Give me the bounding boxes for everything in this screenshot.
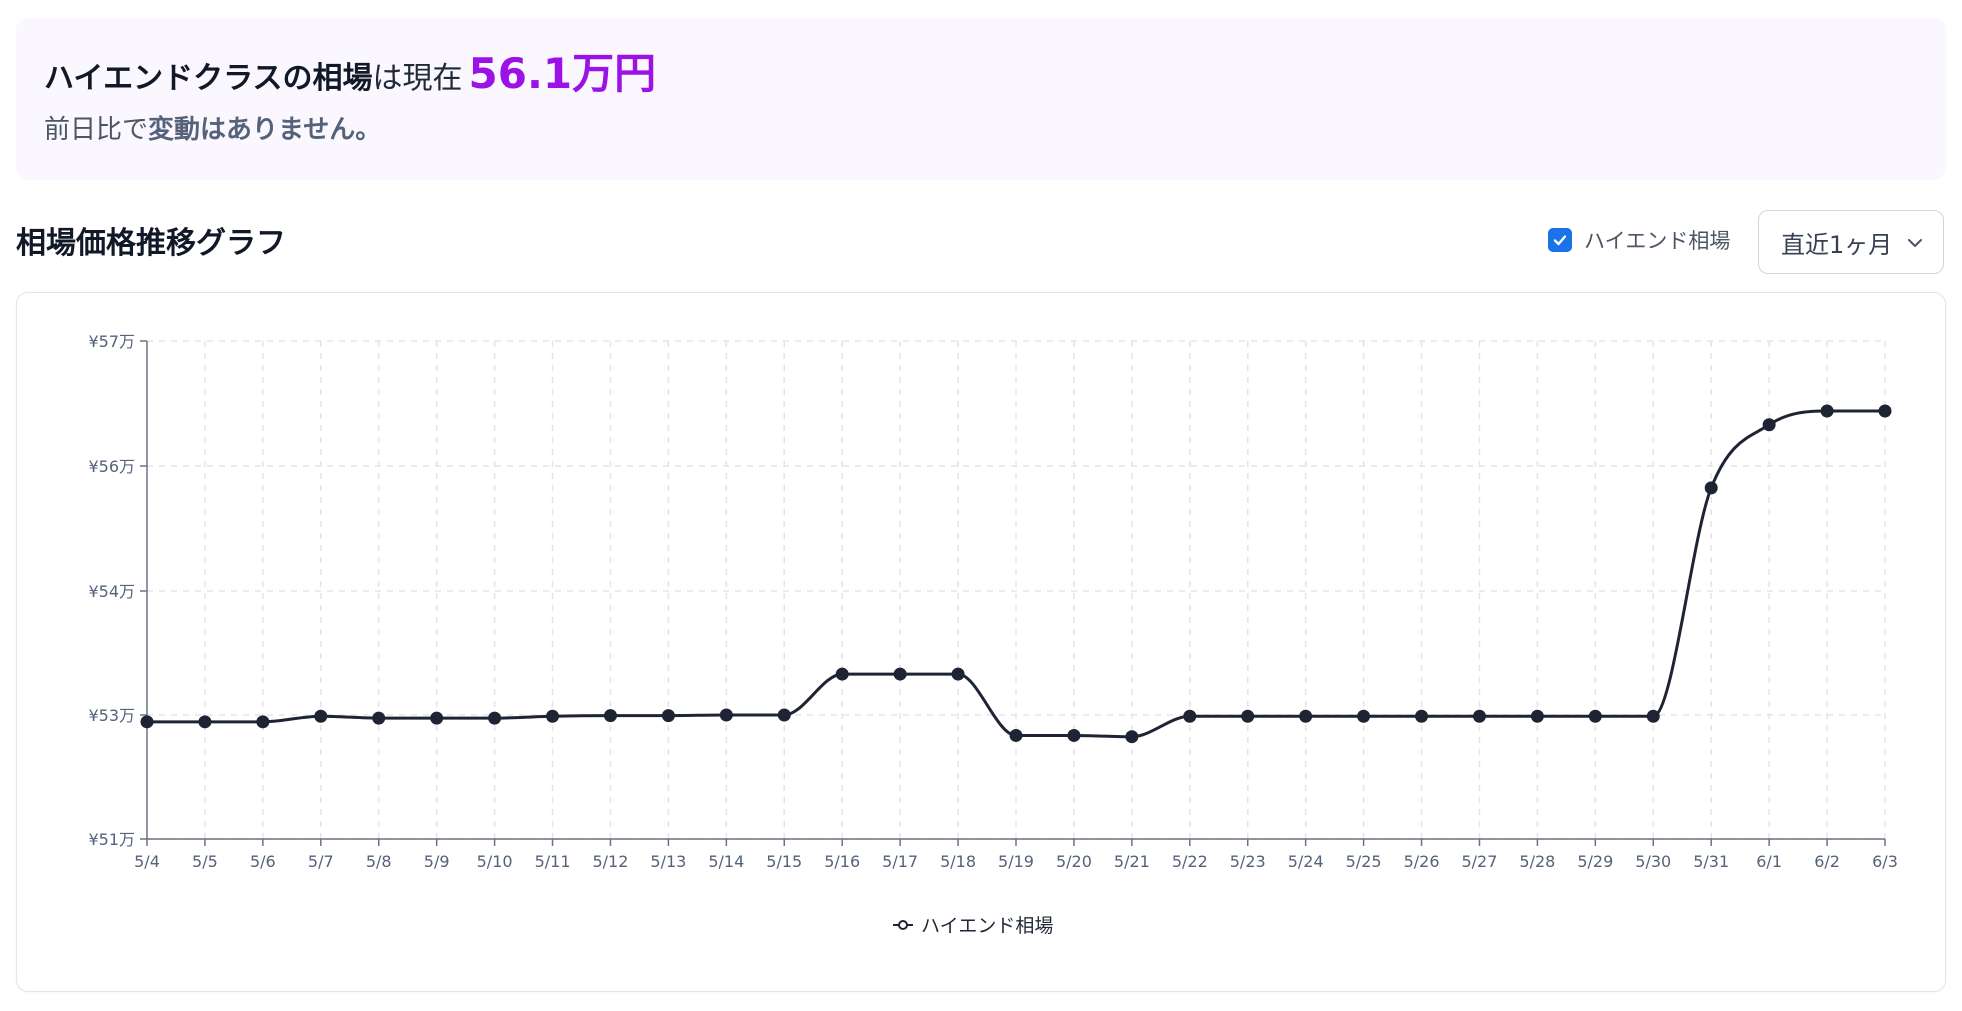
data-point [835, 667, 849, 681]
x-tick-label: 5/31 [1693, 852, 1729, 871]
x-tick-label: 5/26 [1404, 852, 1440, 871]
data-point [1357, 709, 1371, 723]
x-tick-label: 5/19 [998, 852, 1034, 871]
x-tick-label: 5/25 [1346, 852, 1382, 871]
x-tick-label: 5/29 [1577, 852, 1613, 871]
class-name: ハイエンドクラスの相場 [44, 61, 373, 96]
x-tick-label: 5/11 [535, 852, 571, 871]
data-point [546, 709, 560, 723]
x-tick-label: 5/8 [366, 852, 392, 871]
legend-label: ハイエンド相場 [921, 915, 1053, 937]
data-point [1588, 709, 1602, 723]
change-prefix: 前日比で [44, 115, 149, 145]
data-point [488, 711, 502, 725]
x-tick-label: 5/13 [650, 852, 686, 871]
series-line [147, 409, 1885, 739]
data-point [661, 709, 675, 723]
x-tick-label: 5/12 [592, 852, 628, 871]
chevron-down-icon [1905, 231, 1925, 259]
x-tick-label: 5/30 [1635, 852, 1671, 871]
x-tick-label: 5/6 [250, 852, 276, 871]
x-tick-label: 5/5 [192, 852, 218, 871]
price-trend-chart: ¥51万 ¥53万 ¥54万 ¥56万 ¥57万 5/4 5/5 5/6 5/7 5/8 5/9 5/… [88, 332, 1898, 937]
data-point [314, 709, 328, 723]
x-tick-label: 5/4 [134, 852, 160, 871]
data-point [256, 715, 270, 729]
x-tick-label: 5/22 [1172, 852, 1208, 871]
x-tick-label: 5/14 [708, 852, 744, 871]
data-point [430, 711, 444, 725]
data-point [1009, 728, 1023, 742]
x-tick-label: 5/24 [1288, 852, 1324, 871]
series-toggle[interactable]: ハイエンド相場 [1548, 225, 1730, 255]
x-tick-label: 5/27 [1461, 852, 1497, 871]
x-tick-label: 5/9 [424, 852, 450, 871]
section-title: 相場価格推移グラフ [16, 226, 286, 261]
data-point [198, 715, 212, 729]
data-point [1646, 709, 1660, 723]
data-point [1241, 709, 1255, 723]
x-tick-label: 6/2 [1814, 852, 1840, 871]
x-tick-label: 5/15 [766, 852, 802, 871]
series-toggle-label[interactable]: ハイエンド相場 [1584, 229, 1731, 253]
data-point [1415, 709, 1429, 723]
chart-card: ¥51万 ¥53万 ¥54万 ¥56万 ¥57万 5/4 5/5 5/6 5/7 5/8 5/9 5/… [16, 292, 1946, 992]
summary-headline: ハイエンドクラスの相場は現在 56.1万円 [44, 52, 656, 101]
current-prefix: は現在 [372, 61, 463, 96]
data-point [1067, 728, 1081, 742]
x-tick-label: 6/1 [1756, 852, 1782, 871]
data-point [140, 715, 154, 729]
data-point [951, 667, 965, 681]
legend-marker-icon [898, 920, 908, 930]
data-point [372, 711, 386, 725]
data-point [1183, 709, 1197, 723]
y-tick-label: ¥57万 [88, 332, 135, 351]
data-point [1762, 418, 1776, 432]
data-point [1820, 404, 1834, 418]
y-tick-label: ¥56万 [88, 457, 135, 476]
x-tick-label: 6/3 [1872, 852, 1898, 871]
period-select-value: 直近1ヶ月 [1781, 230, 1893, 259]
y-tick-label: ¥53万 [88, 706, 135, 725]
data-point [777, 708, 791, 722]
x-tick-label: 5/17 [882, 852, 918, 871]
change-text: 変動はありません。 [148, 115, 382, 145]
x-tick-label: 5/16 [824, 852, 860, 871]
summary-change: 前日比で変動はありません。 [44, 110, 381, 150]
x-tick-label: 5/21 [1114, 852, 1150, 871]
current-price: 56.1万円 [468, 49, 657, 98]
data-point [1530, 709, 1544, 723]
data-point [1472, 709, 1486, 723]
checkbox-checked-icon[interactable] [1548, 228, 1572, 252]
x-tick-label: 5/23 [1230, 852, 1266, 871]
x-tick-label: 5/10 [477, 852, 513, 871]
y-tick-label: ¥51万 [88, 830, 135, 849]
x-tick-label: 5/7 [308, 852, 334, 871]
x-tick-label: 5/18 [940, 852, 976, 871]
data-point [1299, 709, 1313, 723]
data-point [603, 709, 617, 723]
x-tick-label: 5/28 [1519, 852, 1555, 871]
data-point [719, 708, 733, 722]
data-point [1878, 404, 1892, 418]
data-point [1704, 481, 1718, 495]
x-tick-label: 5/20 [1056, 852, 1092, 871]
data-point [893, 667, 907, 681]
summary-panel: ハイエンドクラスの相場は現在 56.1万円 前日比で変動はありません。 [16, 18, 1946, 180]
period-select[interactable]: 直近1ヶ月 [1758, 210, 1944, 274]
y-tick-label: ¥54万 [88, 582, 135, 601]
data-point [1125, 730, 1139, 744]
